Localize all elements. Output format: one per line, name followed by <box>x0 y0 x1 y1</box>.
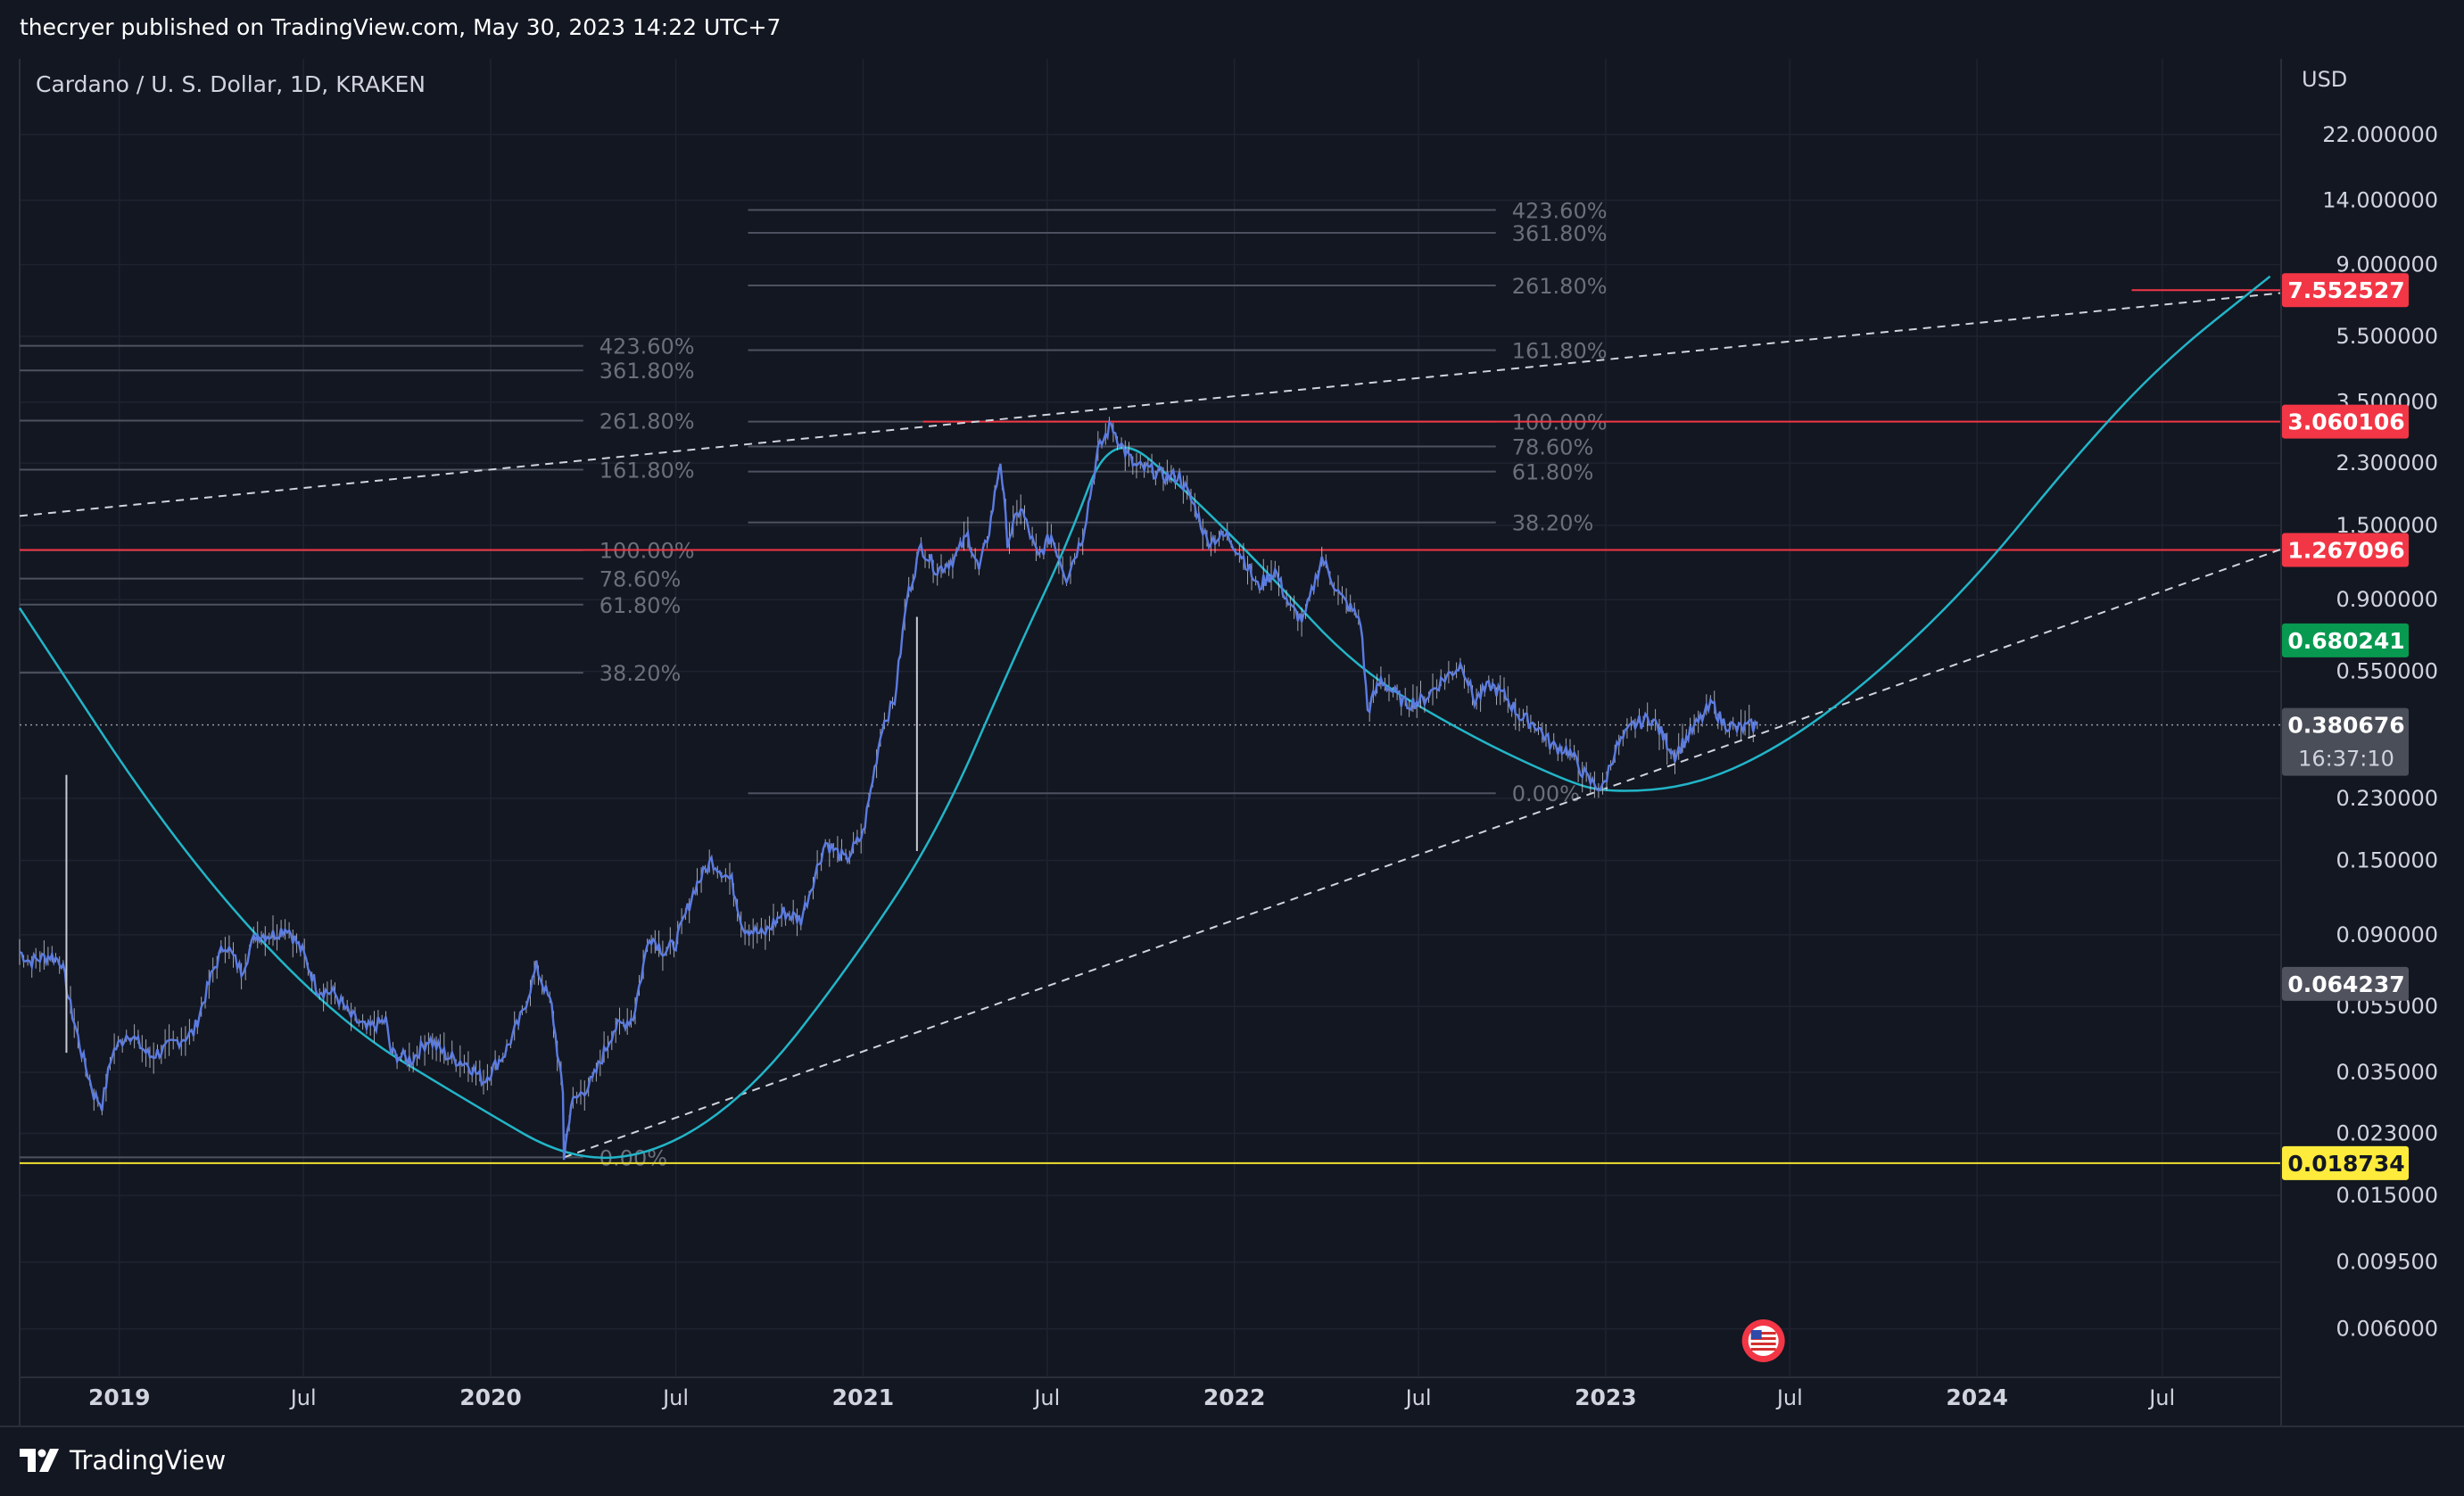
fib-level-label: 0.00% <box>1512 781 1580 806</box>
price-axis-tick-label: 0.900000 <box>2336 587 2438 612</box>
fib-level-label: 261.80% <box>599 409 695 434</box>
price-tag-box <box>2282 404 2409 439</box>
time-axis-tick-label: 2021 <box>832 1384 895 1410</box>
price-axis-tick-label: 14.000000 <box>2322 188 2438 213</box>
time-axis-tick-label: 2020 <box>459 1384 522 1410</box>
price-series-group <box>19 417 1758 1161</box>
fib-level-label: 61.80% <box>599 593 682 618</box>
price-tag <box>2282 273 2409 308</box>
price-axis-tick-label: 0.090000 <box>2336 922 2438 947</box>
fib-level-label: 38.20% <box>599 661 682 686</box>
price-tag-box <box>2282 1145 2409 1180</box>
price-chart[interactable]: 423.60%361.80%261.80%161.80%100.00%78.60… <box>0 59 2464 1426</box>
price-tag-label: 7.552527 <box>2287 277 2404 303</box>
fib-level-label: 361.80% <box>1512 221 1608 246</box>
price-axis-tick-label: 0.015000 <box>2336 1183 2438 1208</box>
price-axis-tick-label: 9.000000 <box>2336 252 2438 277</box>
grid-lines <box>20 59 2280 1377</box>
price-tag <box>2282 623 2409 657</box>
chart-title: Cardano / U. S. Dollar, 1D, KRAKEN <box>36 71 426 97</box>
fib-level-label: 61.80% <box>1512 460 1594 485</box>
cycle-curve <box>18 275 2271 1160</box>
footer-bar <box>0 1426 2464 1496</box>
price-axis-tick-label: 0.006000 <box>2336 1317 2438 1342</box>
time-axis-tick-label: 2022 <box>1203 1384 1266 1410</box>
publisher-header: thecryer published on TradingView.com, M… <box>0 0 2464 61</box>
price-axis-tick-label: 2.300000 <box>2336 450 2438 475</box>
fib-level-label: 361.80% <box>599 359 695 384</box>
publisher-line: thecryer published on TradingView.com, M… <box>20 14 781 40</box>
time-axis-tick-label: Jul <box>1404 1385 1432 1410</box>
time-axis-tick-label: Jul <box>661 1385 689 1410</box>
time-axis-tick-label: Jul <box>289 1385 317 1410</box>
time-axis-tick-label: 2019 <box>88 1384 151 1410</box>
price-series-line <box>19 420 1758 1161</box>
dashed-trendline <box>19 292 2281 517</box>
price-tag-label: 0.680241 <box>2287 628 2404 654</box>
price-tag <box>2282 966 2409 1001</box>
price-tag-label: 0.064237 <box>2287 971 2404 997</box>
price-axis-tick-label: 0.150000 <box>2336 848 2438 873</box>
price-axis-tick-label: 0.023000 <box>2336 1120 2438 1145</box>
price-axis-tick-label: 0.009500 <box>2336 1250 2438 1275</box>
time-axis-tick-label: Jul <box>2147 1385 2175 1410</box>
chart-background <box>0 59 2464 1426</box>
price-tag <box>2282 533 2409 567</box>
fib-level-label: 423.60% <box>599 335 695 360</box>
fib-level-label: 161.80% <box>1512 339 1608 364</box>
price-tag-box <box>2282 533 2409 567</box>
time-axis-tick-label: Jul <box>1032 1385 1060 1410</box>
price-tag <box>2282 707 2409 776</box>
price-tag-box <box>2282 707 2409 776</box>
time-axis-tick-label: Jul <box>1775 1385 1803 1410</box>
tradingview-logo-icon <box>20 1449 59 1472</box>
fib-level-label: 161.80% <box>599 458 695 483</box>
tradingview-brand[interactable]: TradingView <box>20 1445 226 1475</box>
countdown-label: 16:37:10 <box>2298 747 2394 772</box>
fib-level-label: 100.00% <box>1512 410 1608 435</box>
price-axis-tick-label: 0.550000 <box>2336 659 2438 684</box>
price-tag <box>2282 404 2409 439</box>
fib-level-label: 423.60% <box>1512 198 1608 223</box>
price-axis-tick-label: 0.035000 <box>2336 1060 2438 1085</box>
price-tag-box <box>2282 273 2409 308</box>
price-tag-label: 0.380676 <box>2287 713 2404 739</box>
price-axis-tick-label: 22.000000 <box>2322 122 2438 147</box>
price-tag-label: 3.060106 <box>2287 409 2404 435</box>
price-axis-tick-label: 0.230000 <box>2336 786 2438 811</box>
fib-level-label: 261.80% <box>1512 274 1608 299</box>
time-axis-tick-label: 2024 <box>1946 1384 2008 1410</box>
fib-level-label: 78.60% <box>1512 434 1594 459</box>
fib-level-label: 100.00% <box>599 539 695 564</box>
price-tag <box>2282 1145 2409 1180</box>
currency-label: USD <box>2302 67 2347 92</box>
brand-name: TradingView <box>70 1445 227 1475</box>
price-tag-label: 0.018734 <box>2287 1151 2404 1177</box>
price-tag-box <box>2282 623 2409 657</box>
price-tag-box <box>2282 966 2409 1001</box>
fib-level-label: 38.20% <box>1512 511 1594 536</box>
dashed-trendline <box>563 549 2281 1159</box>
us-flag-icon <box>1741 1319 1785 1362</box>
price-tag-label: 1.267096 <box>2287 537 2404 563</box>
price-axis-tick-label: 5.500000 <box>2336 324 2438 349</box>
fib-level-label: 78.60% <box>599 567 682 592</box>
time-axis-tick-label: 2023 <box>1575 1384 1637 1410</box>
